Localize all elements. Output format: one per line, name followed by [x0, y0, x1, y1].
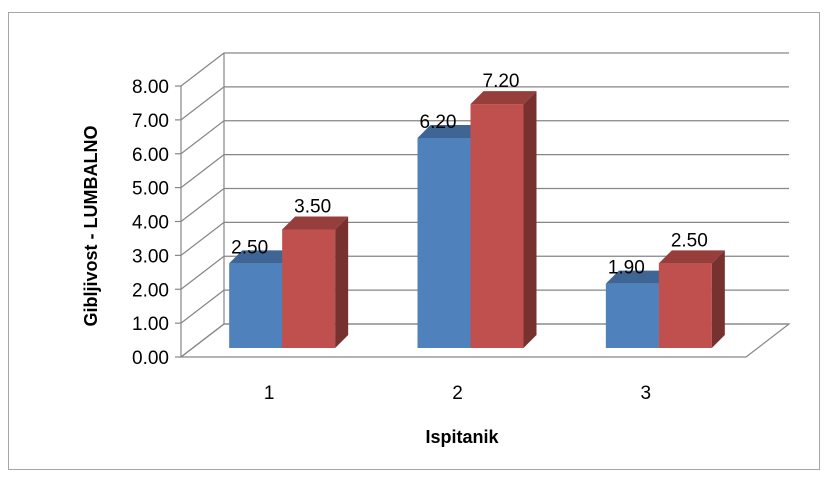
y-tick-label: 6.00	[132, 145, 169, 166]
y-tick-label: 7.00	[132, 111, 169, 132]
y-tick-label: 2.00	[132, 280, 169, 301]
bars	[229, 91, 725, 348]
y-tick-label: 1.00	[132, 314, 169, 335]
chart-frame	[8, 12, 820, 470]
y-tick-label: 8.00	[132, 77, 169, 98]
bar-top	[605, 270, 672, 284]
bar-side	[335, 216, 349, 348]
data-label: 2.50	[671, 230, 708, 251]
bar	[229, 263, 283, 348]
bar	[470, 104, 524, 348]
bar-top	[229, 250, 296, 264]
tick-labels: 0.00 1.00 2.00 3.00 4.00 5.00 6.00 7.00 8.00 1 2 3	[132, 77, 651, 404]
bar-top	[470, 91, 537, 105]
bar-top	[282, 216, 349, 230]
x-tick-label: 3	[641, 383, 652, 404]
bar	[605, 283, 659, 348]
x-tick-label: 2	[452, 383, 463, 404]
data-label: 2.50	[231, 237, 268, 258]
data-label: 3.50	[294, 196, 331, 217]
data-label: 1.90	[608, 258, 645, 279]
data-labels: 2.50 3.50 6.20 7.20 1.90 2.50	[231, 71, 708, 279]
bar-side	[711, 250, 725, 348]
bar-top	[417, 124, 484, 138]
data-label: 6.20	[420, 112, 457, 133]
axes	[175, 53, 225, 358]
y-tick-label: 0.00	[132, 348, 169, 369]
y-tick-label: 5.00	[132, 179, 169, 200]
bar-top	[658, 250, 725, 264]
bar	[417, 137, 471, 348]
y-axis-title: Gibljivost - LUMBALNO	[81, 126, 101, 327]
bar-side	[523, 91, 537, 348]
x-tick-label: 1	[264, 383, 275, 404]
y-tick-label: 3.00	[132, 246, 169, 267]
data-label: 7.20	[483, 71, 520, 92]
x-axis-title: Ispitanik	[425, 427, 499, 447]
bar	[658, 263, 712, 348]
y-tick-label: 4.00	[132, 213, 169, 234]
bar	[282, 229, 336, 348]
